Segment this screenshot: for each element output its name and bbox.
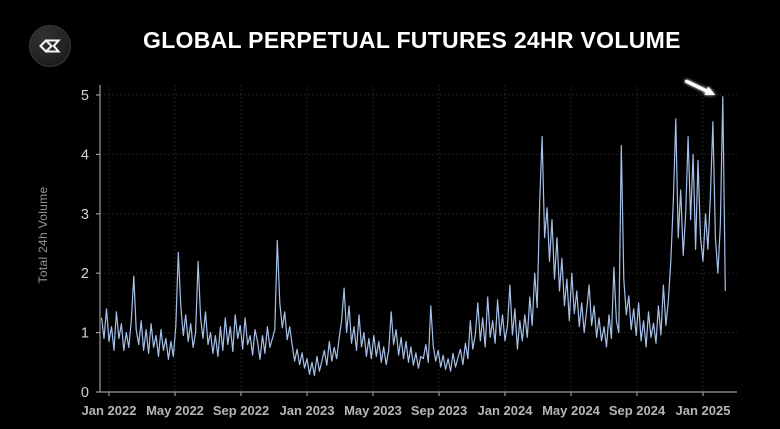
arrow-shaft (684, 79, 712, 95)
x-tick-label: May 2022 (146, 403, 204, 418)
axis-tick-labels: 0 1 2 3 4 5 Jan 2022 May 2022 Sep 2022 Jan 2023 Ma… (81, 88, 731, 418)
annotation-arrow (684, 79, 716, 95)
x-tick-label: May 2023 (344, 403, 402, 418)
arrow-head (704, 86, 716, 95)
y-tick-label: 3 (81, 207, 89, 223)
gridlines (100, 85, 737, 392)
brand-logo (29, 25, 71, 67)
y-tick-label: 0 (81, 385, 89, 401)
x-tick-label: Jan 2024 (478, 403, 534, 418)
volume-series-line (101, 96, 726, 376)
x-tick-label: May 2024 (542, 403, 601, 418)
x-tick-label: Jan 2023 (280, 403, 335, 418)
y-axis-title: Total 24h Volume (36, 186, 50, 284)
y-tick-label: 5 (81, 88, 89, 104)
axes (96, 85, 737, 396)
y-tick-label: 1 (81, 326, 89, 342)
x-tick-label: Jan 2022 (82, 403, 137, 418)
x-tick-label: Sep 2024 (609, 403, 666, 418)
diamond-sigma-icon (39, 39, 61, 53)
y-tick-label: 2 (81, 266, 89, 282)
page-title: GLOBAL PERPETUAL FUTURES 24HR VOLUME (143, 27, 681, 53)
x-tick-label: Jan 2025 (676, 403, 731, 418)
x-tick-label: Sep 2022 (213, 403, 269, 418)
volume-polyline (101, 96, 726, 376)
y-tick-label: 4 (81, 147, 89, 163)
x-tick-label: Sep 2023 (411, 403, 467, 418)
